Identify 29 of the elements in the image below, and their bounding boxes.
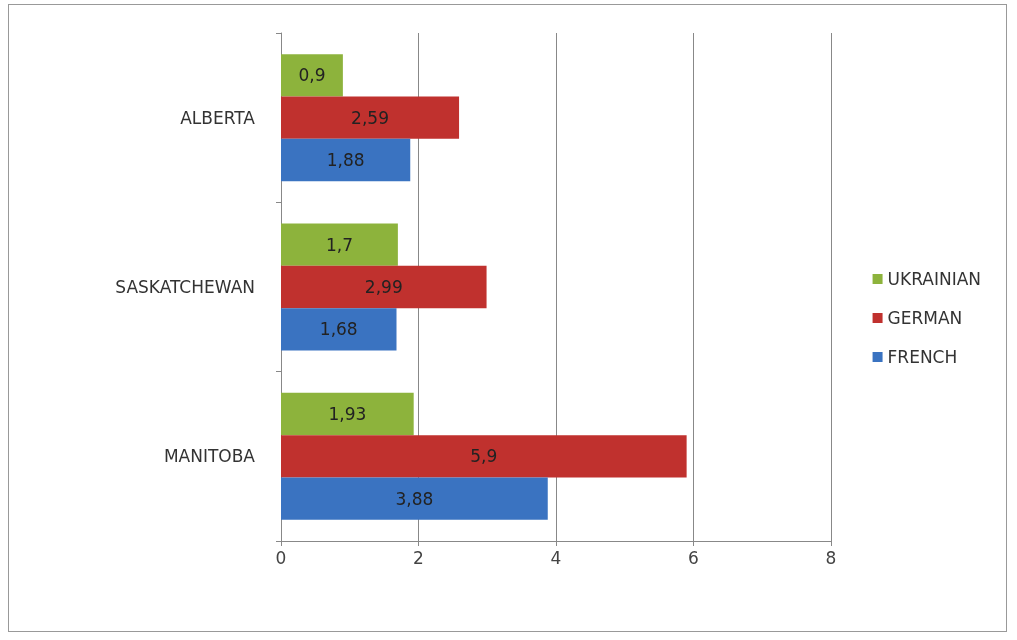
bar bbox=[281, 308, 397, 351]
y-tick-label: ALBERTA bbox=[180, 107, 256, 128]
bar bbox=[281, 223, 398, 266]
x-tick-label: 0 bbox=[275, 547, 287, 568]
x-tick-label: 2 bbox=[413, 547, 424, 568]
bar bbox=[281, 435, 687, 478]
x-tick-label: 6 bbox=[688, 547, 699, 568]
data-label: 1,7 bbox=[325, 234, 353, 255]
y-tick-label: MANITOBA bbox=[163, 446, 256, 467]
data-label: 5,9 bbox=[470, 446, 498, 467]
bar bbox=[281, 54, 343, 97]
data-label: 0,9 bbox=[298, 65, 326, 86]
data-label: 2,59 bbox=[351, 107, 389, 128]
y-tick-label: SASKATCHEWAN bbox=[115, 277, 255, 297]
legend-label: FRENCH bbox=[887, 347, 958, 367]
bar bbox=[281, 138, 411, 182]
x-tick-label: 8 bbox=[825, 547, 837, 568]
data-label: 1,93 bbox=[328, 404, 367, 424]
data-label: 1,68 bbox=[319, 319, 358, 340]
data-label: 2,99 bbox=[364, 277, 403, 297]
bar bbox=[281, 392, 414, 436]
legend-label: GERMAN bbox=[887, 308, 963, 328]
x-tick-label: 4 bbox=[550, 547, 562, 568]
bar bbox=[281, 265, 487, 309]
legend-label: UKRAINIAN bbox=[887, 269, 981, 289]
data-label: 3,88 bbox=[395, 488, 434, 509]
data-label: 1,88 bbox=[326, 150, 365, 170]
bar bbox=[281, 477, 548, 520]
bar bbox=[281, 96, 460, 139]
